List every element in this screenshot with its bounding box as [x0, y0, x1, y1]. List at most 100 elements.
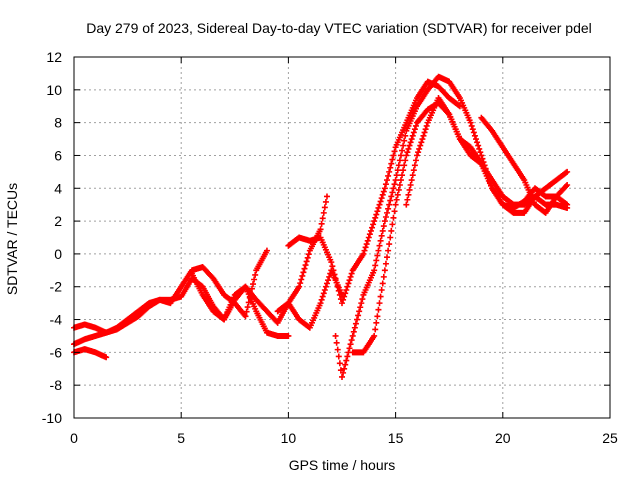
- data-point: [356, 308, 363, 315]
- data-point: [401, 162, 408, 169]
- data-point: [376, 242, 383, 249]
- series-arc-10: [478, 114, 571, 216]
- data-point: [389, 189, 396, 196]
- data-point: [564, 168, 571, 175]
- data-point: [378, 232, 385, 239]
- data-point: [379, 280, 386, 287]
- data-point: [382, 260, 389, 267]
- series-arc-3: [71, 346, 110, 361]
- data-point: [320, 290, 327, 297]
- data-point: [563, 169, 570, 176]
- data-point: [408, 136, 415, 143]
- x-tick-label: 20: [495, 430, 511, 446]
- data-point: [355, 312, 362, 319]
- data-point: [360, 250, 367, 257]
- data-point: [409, 172, 416, 179]
- data-point: [343, 357, 350, 364]
- data-point: [252, 271, 259, 278]
- data-point: [342, 361, 349, 368]
- data-point: [384, 254, 391, 261]
- data-point: [407, 181, 414, 188]
- data-point: [412, 122, 419, 129]
- data-point: [296, 283, 303, 290]
- data-point: [386, 241, 393, 248]
- data-point: [403, 201, 410, 208]
- chart-title: Day 279 of 2023, Sidereal Day-to-day VTE…: [86, 20, 592, 36]
- data-point: [397, 177, 404, 184]
- data-points: [71, 73, 571, 380]
- data-point: [421, 129, 428, 136]
- data-point: [305, 251, 312, 258]
- data-point: [476, 145, 483, 152]
- data-point: [468, 122, 475, 129]
- data-point: [382, 181, 389, 188]
- data-point: [323, 280, 330, 287]
- data-point: [390, 214, 397, 221]
- data-point: [335, 287, 342, 294]
- data-point: [394, 191, 401, 198]
- data-point: [406, 186, 413, 193]
- data-point: [330, 267, 337, 274]
- data-point: [478, 152, 485, 159]
- data-point: [301, 265, 308, 272]
- data-point: [377, 198, 384, 205]
- data-point: [469, 126, 476, 133]
- data-point: [346, 345, 353, 352]
- data-point: [251, 276, 258, 283]
- data-point: [394, 167, 401, 174]
- data-point: [346, 277, 353, 284]
- data-point: [378, 287, 385, 294]
- data-point: [402, 157, 409, 164]
- data-point: [376, 300, 383, 307]
- data-point: [390, 152, 397, 159]
- data-point: [380, 223, 387, 230]
- data-point: [358, 300, 365, 307]
- data-point: [357, 304, 364, 311]
- data-point: [396, 157, 403, 164]
- data-point: [416, 145, 423, 152]
- data-point: [388, 193, 395, 200]
- data-point: [348, 337, 355, 344]
- data-point: [304, 254, 311, 261]
- data-point: [408, 177, 415, 184]
- data-point: [339, 300, 345, 307]
- data-point: [343, 287, 350, 294]
- data-point: [410, 129, 417, 136]
- data-point: [321, 204, 328, 211]
- data-point: [341, 293, 348, 300]
- data-point: [321, 287, 328, 294]
- data-point: [390, 185, 397, 192]
- x-tick-label: 5: [177, 430, 185, 446]
- data-point: [563, 200, 570, 207]
- axis-ticks: 0 5 10 15 20 25 -10 -8 -6 -4 -2 0 2 4 6 8 10 12: [42, 49, 618, 446]
- data-point: [386, 201, 393, 208]
- data-point: [297, 280, 304, 287]
- data-point: [347, 341, 354, 348]
- data-point: [475, 142, 482, 149]
- data-point: [317, 226, 324, 233]
- data-point: [372, 326, 379, 333]
- data-point: [410, 167, 417, 174]
- data-point: [344, 283, 351, 290]
- data-point: [379, 227, 386, 234]
- data-point: [285, 332, 292, 339]
- data-point: [402, 132, 409, 139]
- x-tick-label: 0: [70, 430, 78, 446]
- data-point: [244, 304, 251, 311]
- data-point: [263, 247, 270, 254]
- data-point: [352, 320, 359, 327]
- data-point: [399, 172, 406, 179]
- data-point: [391, 148, 398, 155]
- data-point: [243, 308, 250, 315]
- data-point: [385, 247, 392, 254]
- data-point: [318, 296, 325, 303]
- data-point: [373, 211, 380, 218]
- data-point: [391, 208, 398, 215]
- data-point: [375, 204, 382, 211]
- data-point: [420, 132, 427, 139]
- data-point: [361, 247, 368, 254]
- data-point: [384, 209, 391, 216]
- data-point: [340, 296, 347, 303]
- data-point: [333, 339, 340, 346]
- data-point: [319, 293, 326, 300]
